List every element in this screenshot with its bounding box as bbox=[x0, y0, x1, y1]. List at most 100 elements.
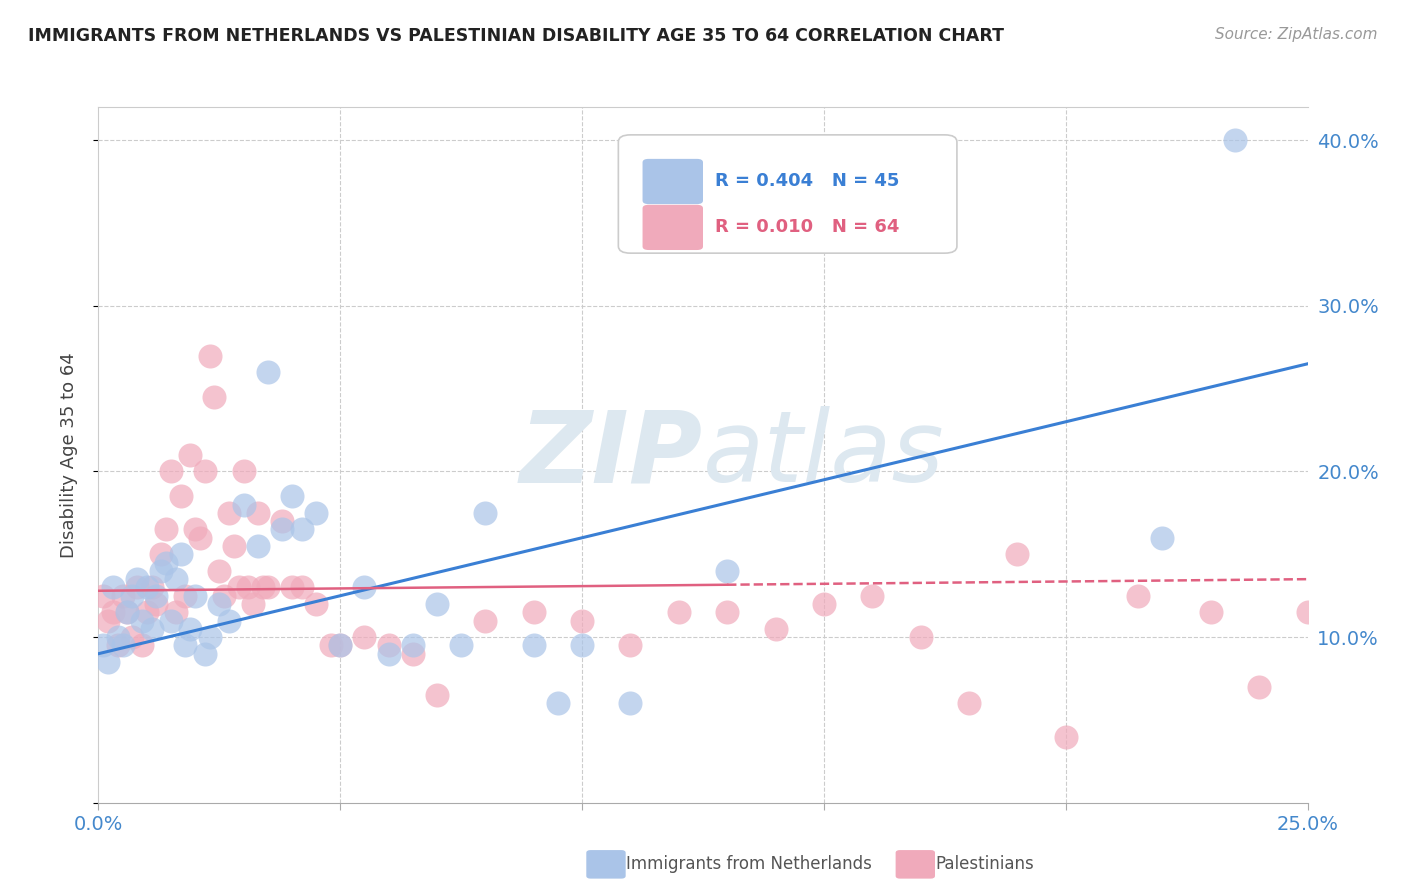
Point bbox=[305, 597, 328, 611]
FancyBboxPatch shape bbox=[619, 135, 957, 253]
Point bbox=[523, 639, 546, 653]
Text: Palestinians: Palestinians bbox=[935, 855, 1033, 873]
Point bbox=[474, 506, 496, 520]
Point bbox=[668, 605, 690, 619]
Point bbox=[256, 365, 278, 379]
Point bbox=[329, 639, 352, 653]
Point bbox=[1152, 531, 1174, 545]
Point bbox=[353, 581, 375, 595]
Point bbox=[402, 647, 425, 661]
Y-axis label: Disability Age 35 to 64: Disability Age 35 to 64 bbox=[59, 352, 77, 558]
Point bbox=[117, 605, 139, 619]
Point bbox=[290, 581, 312, 595]
Point bbox=[547, 697, 569, 711]
Point bbox=[131, 614, 153, 628]
Point bbox=[91, 589, 114, 603]
Point bbox=[169, 547, 191, 561]
Point bbox=[184, 589, 207, 603]
Point bbox=[271, 523, 294, 537]
Point bbox=[271, 514, 294, 528]
Point bbox=[402, 639, 425, 653]
Point bbox=[91, 639, 114, 653]
Point bbox=[208, 597, 231, 611]
Point bbox=[107, 630, 129, 644]
Point bbox=[150, 547, 173, 561]
Point bbox=[474, 614, 496, 628]
Text: R = 0.010   N = 64: R = 0.010 N = 64 bbox=[716, 219, 900, 236]
Point bbox=[1223, 133, 1246, 147]
Point bbox=[377, 639, 399, 653]
Point bbox=[232, 498, 254, 512]
Point bbox=[179, 448, 201, 462]
Text: atlas: atlas bbox=[703, 407, 945, 503]
Point bbox=[1199, 605, 1222, 619]
Point bbox=[179, 622, 201, 636]
Point bbox=[329, 639, 352, 653]
Point bbox=[145, 597, 167, 611]
Point bbox=[121, 630, 143, 644]
Point bbox=[247, 539, 270, 553]
Point bbox=[228, 581, 250, 595]
Point bbox=[145, 589, 167, 603]
Point bbox=[208, 564, 231, 578]
Point bbox=[194, 465, 217, 479]
Text: Immigrants from Netherlands: Immigrants from Netherlands bbox=[626, 855, 872, 873]
Point bbox=[117, 605, 139, 619]
Point bbox=[910, 630, 932, 644]
Point bbox=[1393, 605, 1406, 619]
Point bbox=[305, 506, 328, 520]
Point bbox=[127, 581, 149, 595]
Point bbox=[426, 688, 449, 702]
Point bbox=[1344, 605, 1367, 619]
Point bbox=[101, 581, 124, 595]
Point bbox=[353, 630, 375, 644]
Point bbox=[111, 589, 134, 603]
Point bbox=[174, 639, 197, 653]
Point bbox=[242, 597, 264, 611]
Point bbox=[232, 465, 254, 479]
FancyBboxPatch shape bbox=[643, 159, 703, 204]
Point bbox=[141, 622, 163, 636]
Point bbox=[256, 581, 278, 595]
FancyBboxPatch shape bbox=[643, 205, 703, 250]
Point bbox=[121, 589, 143, 603]
Point bbox=[619, 639, 641, 653]
Point bbox=[111, 639, 134, 653]
Point bbox=[218, 506, 240, 520]
Point bbox=[135, 605, 157, 619]
Point bbox=[377, 647, 399, 661]
Point bbox=[426, 597, 449, 611]
Point bbox=[716, 564, 738, 578]
Point bbox=[1054, 730, 1077, 744]
Point bbox=[860, 589, 883, 603]
Point bbox=[957, 697, 980, 711]
Point bbox=[765, 622, 787, 636]
Point bbox=[238, 581, 260, 595]
Text: R = 0.404   N = 45: R = 0.404 N = 45 bbox=[716, 172, 900, 191]
Point bbox=[165, 605, 187, 619]
Point bbox=[198, 630, 221, 644]
Point bbox=[165, 572, 187, 586]
Point bbox=[169, 489, 191, 503]
Point bbox=[160, 465, 183, 479]
Point bbox=[1128, 589, 1150, 603]
Point bbox=[174, 589, 197, 603]
Point bbox=[523, 605, 546, 619]
Point bbox=[188, 531, 211, 545]
Point bbox=[160, 614, 183, 628]
Point bbox=[319, 639, 342, 653]
Point bbox=[1007, 547, 1029, 561]
Point bbox=[204, 390, 226, 404]
Text: ZIP: ZIP bbox=[520, 407, 703, 503]
Point bbox=[212, 589, 235, 603]
Point bbox=[97, 655, 120, 669]
Point bbox=[97, 614, 120, 628]
Point bbox=[184, 523, 207, 537]
Point bbox=[281, 581, 304, 595]
Point bbox=[813, 597, 835, 611]
Point bbox=[107, 639, 129, 653]
Point bbox=[150, 564, 173, 578]
Point bbox=[131, 639, 153, 653]
Point bbox=[135, 581, 157, 595]
Point bbox=[252, 581, 274, 595]
